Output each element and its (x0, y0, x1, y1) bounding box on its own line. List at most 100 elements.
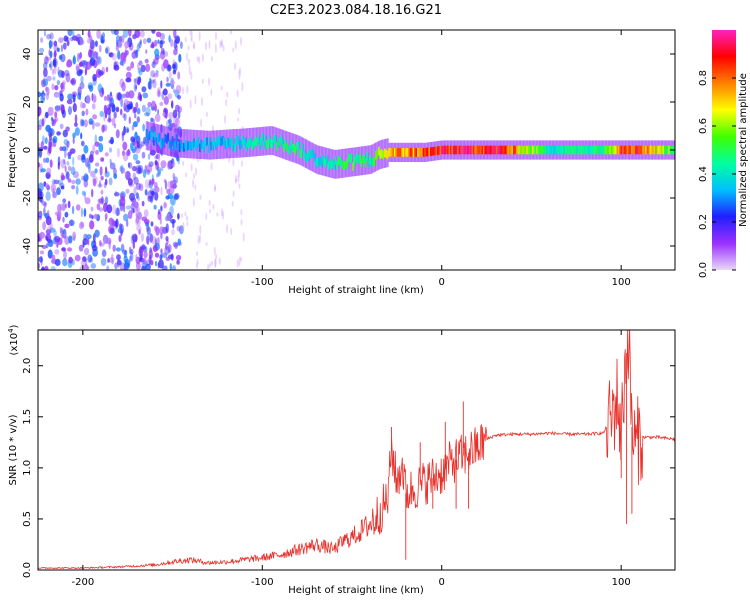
spectrogram-cell (490, 145, 493, 155)
spectrogram-cell (157, 39, 160, 44)
spectrogram-cell (63, 250, 67, 260)
spectrogram-cell (620, 145, 623, 155)
spectrogram-cell (135, 85, 138, 90)
spectrogram-cell (149, 188, 156, 196)
spectrogram-cell (80, 75, 84, 84)
spectrogram-cell (356, 153, 359, 162)
spectrogram-cell (234, 129, 237, 158)
spectrogram-cell (79, 82, 85, 90)
spectrogram-cell (133, 186, 137, 197)
spectrogram-cell (51, 254, 56, 264)
spectrogram-cell (159, 254, 163, 260)
spectrogram-cell (141, 104, 146, 113)
spectrogram-cell (180, 140, 183, 150)
spectrogram-cell (128, 116, 131, 125)
spectrogram-cell (151, 30, 156, 34)
spectrogram-cell (422, 148, 425, 157)
spectrogram-cell (136, 206, 140, 214)
spectrogram-cell (172, 109, 178, 119)
spectrogram-cell (106, 204, 113, 214)
spectrogram-cell (175, 254, 182, 261)
spectrogram-cell (96, 30, 101, 39)
spectrogram-cell (154, 252, 160, 258)
spectrogram-cell (562, 145, 564, 155)
spectrogram-cell (115, 218, 119, 228)
spectrogram-cell (595, 145, 597, 155)
spectrogram-cell (105, 47, 109, 54)
spectrogram-cell (168, 118, 172, 125)
spectrogram-cell (305, 152, 307, 162)
spectrogram-cell (533, 145, 536, 155)
spectrogram-cell (60, 175, 66, 181)
spectrogram-cell (152, 136, 155, 146)
spectrogram-cell (346, 158, 349, 168)
spectrogram-cell (146, 169, 150, 176)
spectrogram-cell (488, 145, 491, 155)
spectrogram-cell (175, 134, 178, 143)
spectrogram-cell (162, 138, 165, 148)
spectrogram-cell (376, 149, 379, 159)
spectrogram-cell (44, 265, 49, 270)
spectrogram-cell (83, 145, 89, 154)
spectrogram-cell (132, 153, 139, 161)
spectrogram-cell (52, 57, 58, 68)
spectrogram-cell (348, 148, 351, 177)
spectrogram-cell (394, 148, 396, 157)
spectrogram-cell (45, 124, 51, 132)
spectrogram-cell (280, 129, 283, 159)
spectrogram-cell (226, 91, 229, 98)
spectrogram-cell (243, 140, 246, 149)
spectrogram-cell (179, 225, 184, 235)
spectrogram-cell (116, 147, 120, 158)
spectrogram-cell (60, 158, 66, 169)
spectrogram-cell (343, 161, 346, 170)
spectrogram-cell (177, 141, 180, 151)
spectrogram-cell (240, 209, 243, 216)
spectrogram-cell (123, 113, 127, 121)
spectrogram-cell (92, 178, 97, 187)
spectrogram-cell (270, 138, 273, 148)
spectrogram-cell (61, 229, 66, 235)
spectrogram-cell (68, 256, 73, 264)
spectrogram-cell (168, 71, 172, 79)
spectrogram-cell (432, 146, 435, 156)
spectrogram-cell (133, 146, 138, 151)
spectrogram-cell (123, 213, 129, 222)
spectrogram-cell (165, 242, 168, 250)
spectrogram-cell (501, 145, 504, 155)
spectrogram-cell (214, 186, 216, 193)
spectrogram-cell (224, 114, 227, 125)
spectrogram-cell (137, 164, 144, 174)
spectrogram-cell (82, 175, 86, 182)
spectrogram-cell (45, 183, 49, 189)
spectrogram-cell (136, 107, 141, 115)
spectrogram-cell (48, 250, 53, 257)
spectrogram-cell (550, 145, 553, 155)
spectrogram-cell (391, 148, 394, 157)
spectrogram-cell (240, 256, 242, 262)
spectrogram-cell (261, 133, 264, 142)
spectrogram-cell (452, 145, 455, 155)
spectrogram-cell (83, 233, 88, 241)
tick-label: 0 (22, 147, 33, 153)
spectrogram-cell (94, 40, 98, 47)
spectrogram-cell (138, 229, 141, 235)
spectrogram-cell (409, 148, 412, 157)
spectrogram-cell (175, 84, 182, 94)
spectrogram-cell (53, 50, 57, 58)
spectrogram-cell (99, 44, 102, 53)
spectrogram-cell (95, 149, 99, 155)
spectrogram-cell (240, 219, 243, 226)
spectrogram-cell (259, 140, 262, 149)
spectrogram-cell (198, 56, 201, 64)
spectrogram-cell (177, 106, 183, 113)
spectrogram-cell (139, 30, 145, 38)
spectrogram-cell (115, 129, 120, 139)
spectrogram-cell (389, 148, 392, 157)
spectrogram-cell (450, 145, 452, 155)
spectrogram-cell (385, 149, 388, 158)
spectrogram-cell (148, 161, 154, 167)
spectrogram-cell (567, 145, 570, 155)
snr-frame (37, 329, 676, 571)
spectrogram-cell (612, 145, 615, 155)
